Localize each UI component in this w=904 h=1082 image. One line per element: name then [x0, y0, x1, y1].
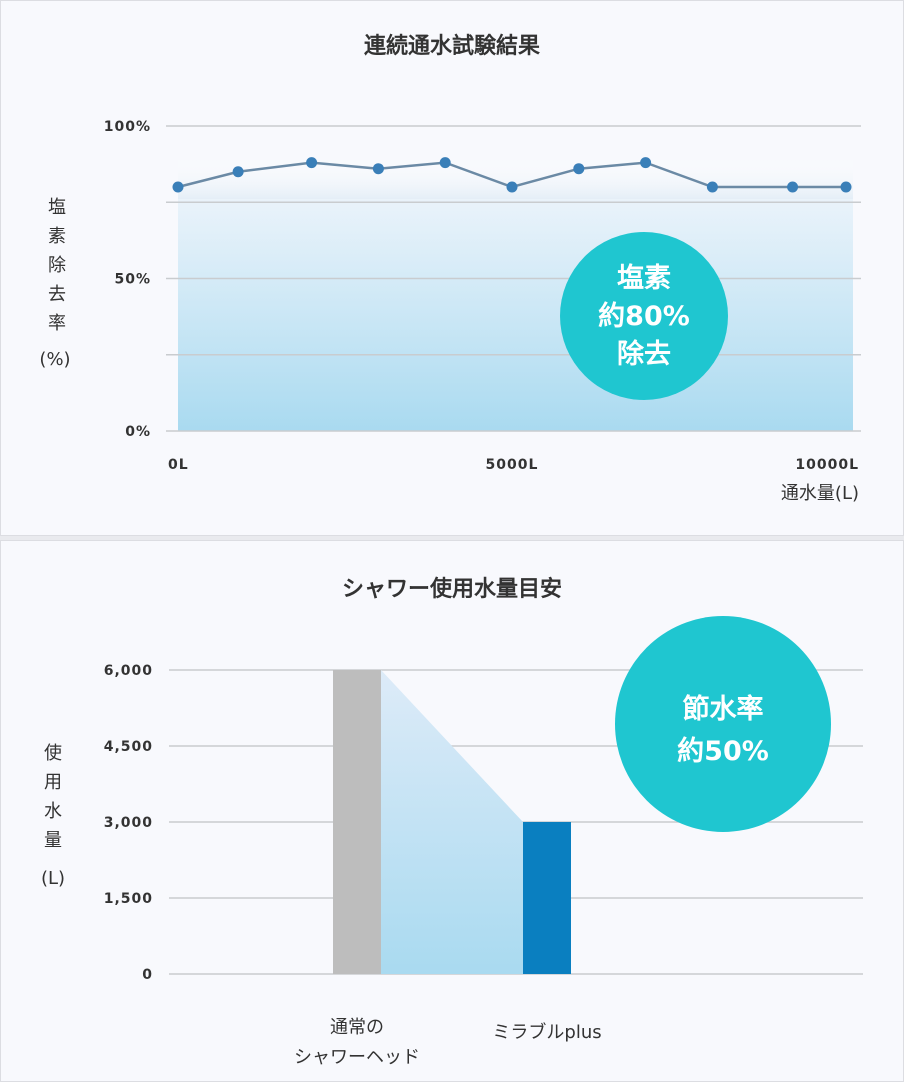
- y-tick-label: 6,000: [104, 663, 153, 679]
- data-point: [840, 181, 852, 193]
- data-point: [232, 166, 244, 178]
- difference-area: [381, 670, 523, 974]
- category-label: ミラブルplus: [492, 1021, 601, 1043]
- data-point: [573, 163, 585, 175]
- y-tick-label: 100%: [104, 119, 151, 135]
- water-usage-chart: シャワー使用水量目安 6,000 4,500 3,000 1,500 0 通常のシャワーヘッ…: [41, 576, 863, 1068]
- data-point: [172, 181, 184, 193]
- badge-circle: [560, 232, 728, 400]
- y-axis-unit: (%): [39, 349, 70, 370]
- badge-circle: [615, 616, 831, 832]
- badge-text: 塩素: [617, 263, 671, 294]
- data-point: [706, 181, 718, 193]
- data-point: [787, 181, 799, 193]
- y-tick-label: 3,000: [104, 815, 153, 831]
- data-point: [439, 157, 451, 169]
- x-tick-label: 10000L: [795, 457, 859, 473]
- chlorine-removal-panel: 連続通水試験結果 100% 50% 0% 0L 5000L 10000L 通水量(L) (%) 塩…: [0, 0, 904, 536]
- data-point: [640, 157, 652, 169]
- water-usage-panel: シャワー使用水量目安 6,000 4,500 3,000 1,500 0 通常のシャワーヘッ…: [0, 540, 904, 1082]
- badge-text: 節水率: [683, 693, 764, 725]
- x-tick-label: 5000L: [486, 457, 539, 473]
- category-label: 通常の: [330, 1017, 384, 1038]
- x-axis-label: 通水量(L): [781, 483, 859, 504]
- shaded-area: [178, 199, 853, 431]
- x-tick-label: 0L: [168, 457, 189, 473]
- bar: [333, 670, 381, 974]
- y-axis-label: 塩素除去率: [45, 197, 66, 342]
- y-axis-label: 使用水量: [44, 743, 62, 851]
- y-tick-label: 50%: [114, 272, 151, 288]
- badge-text: 除去: [617, 338, 671, 370]
- data-point: [372, 163, 384, 175]
- upper-fade-area: [178, 156, 853, 200]
- bar: [523, 822, 571, 974]
- chart-title: 連続通水試験結果: [364, 33, 540, 59]
- y-tick-label: 0%: [125, 424, 151, 440]
- y-tick-label: 0: [142, 967, 153, 983]
- chlorine-removal-chart: 連続通水試験結果 100% 50% 0% 0L 5000L 10000L 通水量(L) (%) 塩…: [39, 33, 861, 504]
- data-point: [506, 181, 518, 193]
- badge-text: 約50%: [677, 735, 769, 767]
- chart-title: シャワー使用水量目安: [342, 576, 562, 602]
- badge-text: 約80%: [598, 300, 690, 332]
- y-tick-label: 1,500: [104, 891, 153, 907]
- category-label: シャワーヘッド: [294, 1047, 420, 1068]
- data-point: [306, 157, 318, 169]
- y-tick-label: 4,500: [104, 739, 153, 755]
- y-axis-unit: (L): [41, 868, 65, 889]
